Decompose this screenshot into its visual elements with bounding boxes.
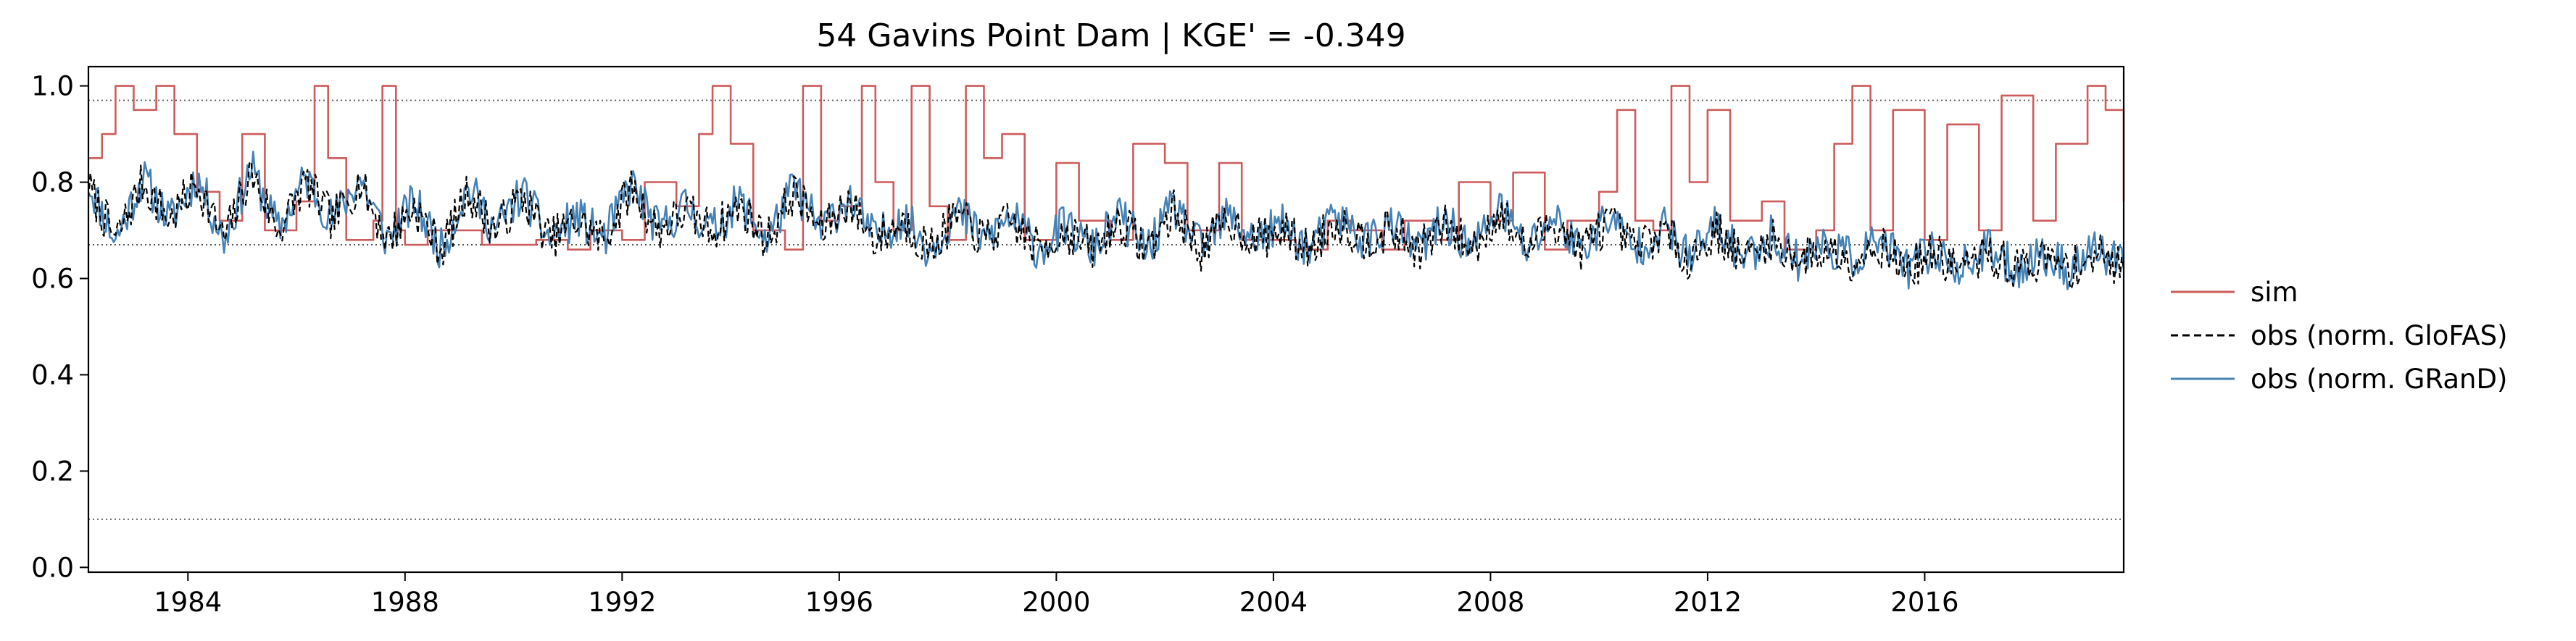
x-tick-label: 2004 <box>1239 587 1308 618</box>
x-tick-label: 2008 <box>1456 587 1524 618</box>
legend: sim obs (norm. GloFAS) obs (norm. GRanD) <box>2171 277 2508 395</box>
legend-label-1: obs (norm. GloFAS) <box>2251 320 2508 351</box>
x-tick-label: 1988 <box>371 587 439 618</box>
series-line-obs-grand <box>87 151 2125 290</box>
y-tick-label: 0.4 <box>31 359 74 390</box>
x-tick-label: 2000 <box>1022 587 1090 618</box>
series-line-obs-glofas <box>87 160 2125 290</box>
x-tick-label: 1984 <box>154 587 222 618</box>
chart-title: 54 Gavins Point Dam | KGE' = -0.349 <box>816 17 1405 54</box>
y-tick-label: 0.2 <box>31 456 74 487</box>
plot-area-frame <box>87 65 2125 574</box>
x-tick-label: 1996 <box>805 587 873 618</box>
y-tick-label: 1.0 <box>31 71 74 102</box>
y-tick-label: 0.0 <box>31 552 74 583</box>
x-tick-label: 1992 <box>588 587 656 618</box>
legend-label-0: sim <box>2251 277 2298 308</box>
x-tick-label: 2016 <box>1890 587 1958 618</box>
legend-label-2: obs (norm. GRanD) <box>2251 364 2507 395</box>
series-line-sim <box>88 85 2125 251</box>
x-tick-label: 2012 <box>1674 587 1742 618</box>
y-tick-label: 0.8 <box>31 167 74 198</box>
y-tick-label: 0.6 <box>31 263 74 294</box>
